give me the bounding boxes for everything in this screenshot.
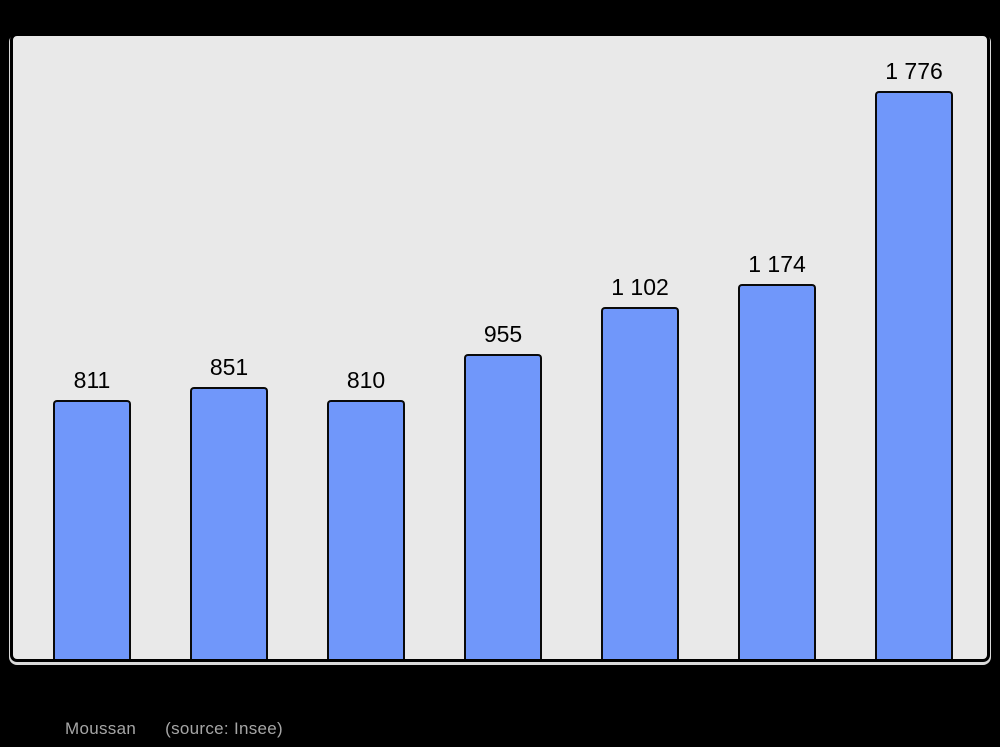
bar [738, 284, 816, 659]
bar-group: 955 [464, 321, 542, 659]
bar-group: 1 174 [738, 251, 816, 659]
bar [327, 400, 405, 659]
bar [53, 400, 131, 659]
bar-value-label: 1 102 [611, 273, 669, 300]
bar [875, 91, 953, 659]
bar-group: 1 102 [601, 274, 679, 659]
bar-group: 1 776 [875, 58, 953, 659]
plot-area: 811 851 810 955 1 102 1 174 1 776 [10, 33, 990, 662]
caption-title: Moussan [65, 719, 137, 738]
chart-caption: Moussan (source: Insee) [65, 719, 283, 739]
bar-value-label: 1 776 [885, 57, 943, 84]
bar-value-label: 851 [209, 353, 249, 380]
bar [190, 387, 268, 659]
bar-group: 811 [53, 367, 131, 659]
bar-group: 810 [327, 367, 405, 659]
bar-value-label: 1 174 [748, 250, 806, 277]
bar-group: 851 [190, 354, 268, 659]
bar-value-label: 955 [483, 320, 523, 347]
bar [601, 307, 679, 659]
bar-value-label: 811 [73, 366, 111, 393]
bar [464, 354, 542, 659]
bars-container: 811 851 810 955 1 102 1 174 1 776 [13, 36, 987, 659]
caption-source: (source: Insee) [165, 719, 284, 738]
bar-value-label: 810 [346, 366, 386, 393]
